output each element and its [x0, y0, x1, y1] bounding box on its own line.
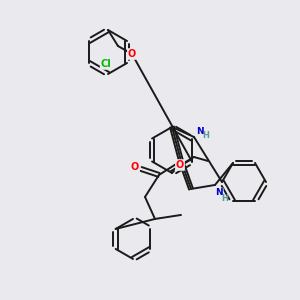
Text: O: O	[176, 160, 184, 170]
Text: H: H	[222, 194, 228, 203]
Text: N: N	[215, 188, 223, 197]
Text: N: N	[196, 127, 204, 136]
Text: Cl: Cl	[100, 59, 111, 69]
Text: H: H	[202, 130, 209, 140]
Text: O: O	[128, 49, 136, 59]
Text: O: O	[131, 162, 139, 172]
